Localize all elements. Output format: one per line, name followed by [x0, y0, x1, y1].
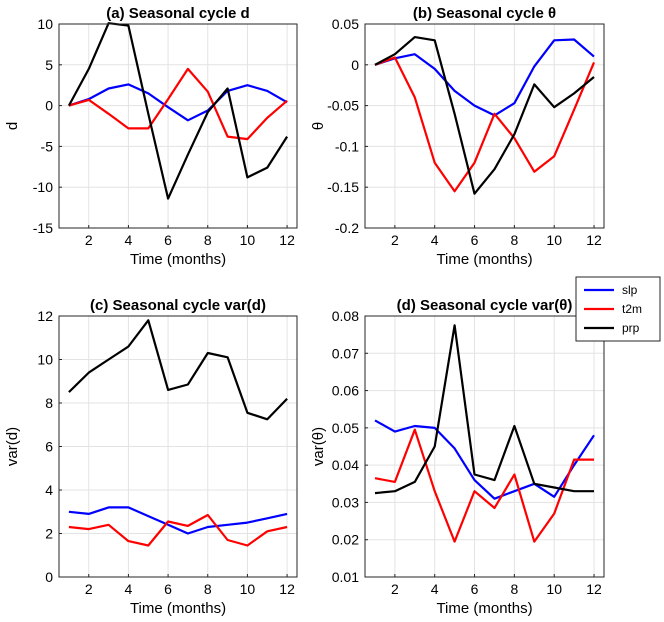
- y-tick-label: -0.1: [335, 138, 359, 154]
- y-tick-label: 0.04: [332, 457, 359, 473]
- legend-label-slp: slp: [622, 283, 638, 297]
- x-tick-label: 8: [204, 232, 212, 248]
- y-tick-label: -15: [33, 220, 53, 236]
- chart-title: (b) Seasonal cycle θ: [413, 5, 556, 22]
- series-line-slp: [374, 419, 595, 500]
- chart-panel-1: 2 4 6 8 10 12 -15 -10 -5 0 5 10 (a) Seasonal cycle d…: [4, 5, 298, 268]
- series-line-t2m: [374, 56, 596, 193]
- y-tick-label: 5: [45, 57, 53, 73]
- y-tick-label: 0.01: [332, 569, 359, 585]
- y-tick-label: 0.02: [332, 532, 359, 548]
- series-line-prp: [374, 324, 594, 495]
- x-tick-label: 12: [586, 232, 602, 248]
- y-tick-label: 6: [45, 439, 53, 455]
- series-line-slp: [68, 83, 288, 122]
- x-tick-label: 8: [510, 232, 518, 248]
- x-tick-label: 12: [586, 581, 602, 597]
- legend: slp t2m prp: [575, 276, 661, 342]
- x-tick-label: 6: [164, 581, 172, 597]
- y-tick-label: 0: [45, 98, 53, 114]
- chart-title: (c) Seasonal cycle var(d): [90, 297, 266, 314]
- series-line-prp: [67, 22, 289, 200]
- y-tick-label: -0.05: [327, 98, 359, 114]
- series-line-t2m: [68, 67, 288, 141]
- y-axis-label: var(θ): [310, 427, 327, 466]
- chart-panel-4: 2 4 6 8 10 12 0.01 0.02 0.03 0.04 0.05 0.06 0.07 0.08…: [310, 297, 605, 617]
- y-axis-label: d: [4, 122, 21, 130]
- y-tick-label: 0.05: [332, 420, 359, 436]
- x-tick-label: 2: [391, 581, 399, 597]
- legend-label-t2m: t2m: [622, 302, 642, 316]
- x-tick-label: 10: [240, 232, 256, 248]
- y-tick-label: 8: [45, 395, 53, 411]
- x-axis-label: Time (months): [130, 600, 226, 617]
- series-line-slp: [68, 506, 288, 535]
- plot-area: [59, 24, 297, 228]
- x-tick-label: 4: [431, 581, 439, 597]
- y-tick-label: 0.07: [332, 345, 359, 361]
- y-tick-label: -0.15: [327, 179, 359, 195]
- y-tick-label: 0.05: [332, 16, 359, 32]
- x-tick-label: 8: [204, 581, 212, 597]
- plot-area: [365, 316, 604, 577]
- plot-area: [365, 24, 604, 228]
- x-tick-label: 2: [85, 232, 93, 248]
- x-tick-label: 12: [279, 232, 295, 248]
- x-tick-label: 10: [546, 232, 562, 248]
- x-axis-label: Time (months): [436, 600, 532, 617]
- x-tick-label: 10: [240, 581, 256, 597]
- series-line-slp: [374, 38, 595, 117]
- chart-panel-2: 2 4 6 8 10 12 -0.2 -0.15 -0.1 -0.05 0 0.05 (b) Seaso…: [310, 5, 605, 268]
- x-tick-label: 10: [546, 581, 562, 597]
- x-tick-label: 12: [279, 581, 295, 597]
- series-line-t2m: [68, 513, 288, 547]
- chart-title: (a) Seasonal cycle d: [106, 5, 249, 22]
- series-line-t2m: [374, 428, 594, 543]
- x-tick-label: 4: [125, 232, 133, 248]
- y-tick-label: 4: [45, 482, 53, 498]
- legend-label-prp: prp: [622, 321, 640, 335]
- y-tick-label: -0.2: [335, 220, 359, 236]
- x-tick-label: 4: [431, 232, 439, 248]
- y-tick-label: 10: [37, 352, 53, 368]
- x-tick-label: 4: [125, 581, 133, 597]
- series-line-prp: [374, 35, 595, 195]
- y-axis-label: var(d): [4, 427, 21, 466]
- y-tick-label: 0: [45, 569, 53, 585]
- y-tick-label: 2: [45, 526, 53, 542]
- x-tick-label: 2: [391, 232, 399, 248]
- y-tick-label: -5: [41, 138, 54, 154]
- chart-title: (d) Seasonal cycle var(θ): [397, 297, 573, 314]
- y-tick-label: 10: [37, 16, 53, 32]
- axes-frame: [364, 315, 605, 578]
- y-tick-label: 0: [351, 57, 359, 73]
- y-tick-label: 0.08: [332, 308, 359, 324]
- series-line-prp: [68, 319, 288, 421]
- axes-frame: [58, 23, 298, 229]
- x-tick-label: 2: [85, 581, 93, 597]
- y-tick-label: -10: [33, 179, 53, 195]
- y-axis-label: θ: [310, 122, 327, 130]
- chart-panel-3: 2 4 6 8 10 12 0 2 4 6 8 10 12 (c) Seasonal cycle var(…: [4, 297, 298, 617]
- y-tick-label: 12: [37, 308, 53, 324]
- x-axis-label: Time (months): [130, 251, 226, 268]
- axes-frame: [364, 23, 605, 229]
- x-tick-label: 8: [510, 581, 518, 597]
- x-tick-label: 6: [471, 232, 479, 248]
- x-tick-label: 6: [471, 581, 479, 597]
- x-tick-label: 6: [164, 232, 172, 248]
- legend-box: [575, 276, 661, 342]
- y-tick-label: 0.03: [332, 494, 359, 510]
- y-tick-label: 0.06: [332, 383, 359, 399]
- x-axis-label: Time (months): [436, 251, 532, 268]
